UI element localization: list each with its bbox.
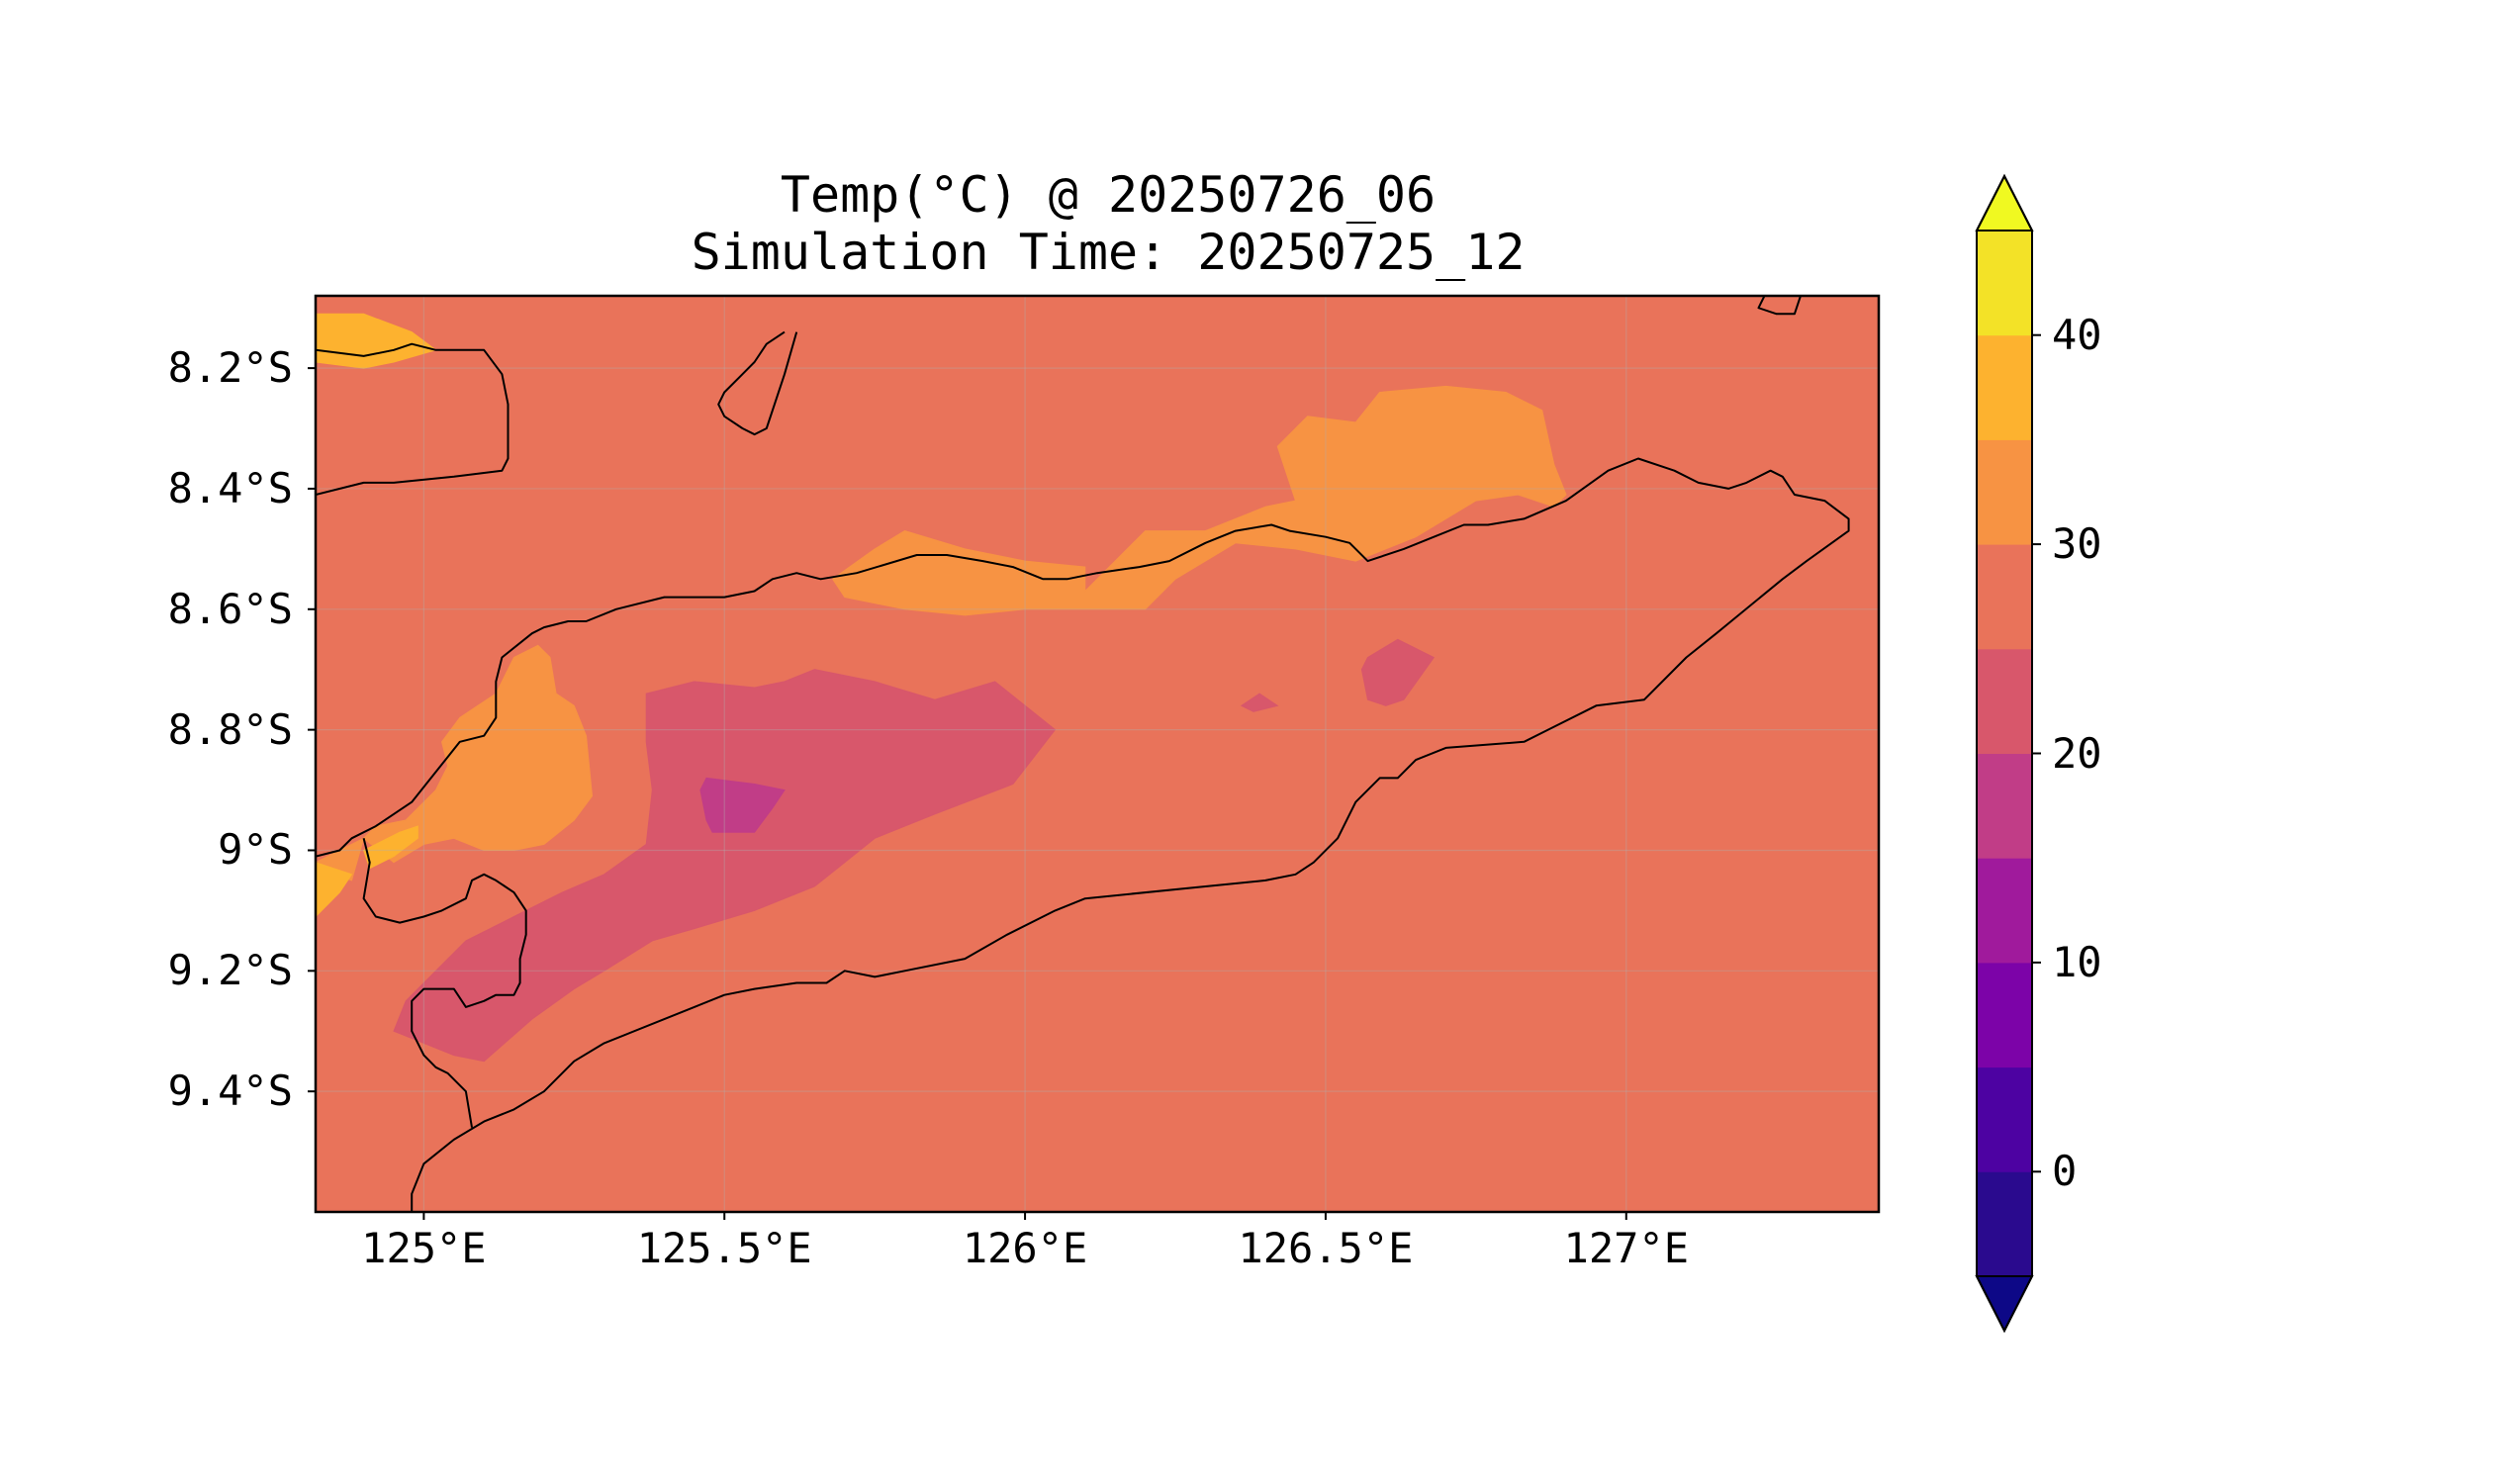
- x-tick-label: 125°E: [361, 1224, 487, 1272]
- temp-region-cool-20-25-small: [1240, 693, 1279, 712]
- oecusse-enclave-coastline: [362, 838, 527, 1128]
- y-tick-label: 8.6°S: [167, 584, 293, 633]
- y-tick-label: 9.2°S: [167, 946, 293, 995]
- map-title-line-2: Simulation Time: 20250725_12: [691, 224, 1526, 281]
- coastlines: [316, 296, 1850, 1212]
- temp-region-cool-15-20-central: [699, 777, 786, 833]
- temp-region-warm-30-35-north-coast: [831, 385, 1567, 616]
- wetar-island-coastline: [316, 342, 510, 496]
- colorbar-over-extension: [1975, 173, 2034, 232]
- colorbar-tick-label: 20: [2052, 728, 2102, 778]
- colorbar-under-extension: [1975, 1275, 2034, 1334]
- y-tick-label: 8.8°S: [167, 704, 293, 754]
- y-axis-ticks: [308, 367, 316, 1093]
- colorbar-outline: [1976, 173, 2033, 1334]
- gridlines: [316, 296, 1879, 1212]
- colorbar-tick-label: 10: [2052, 937, 2102, 986]
- y-tick-label: 8.2°S: [167, 343, 293, 393]
- x-tick-label: 126.5°E: [1238, 1224, 1414, 1272]
- x-tick-label: 126°E: [962, 1224, 1088, 1272]
- y-tick-label: 9°S: [218, 825, 293, 875]
- timor-main-coastline: [316, 457, 1850, 1212]
- colorbar: [1975, 173, 2041, 1334]
- colorbar-bin: [1977, 544, 2032, 650]
- x-tick-label: 125.5°E: [636, 1224, 812, 1272]
- colorbar-bin: [1977, 1067, 2032, 1172]
- y-tick-label: 9.4°S: [167, 1067, 293, 1116]
- map-frame: [314, 294, 1881, 1214]
- y-tick-label: 8.4°S: [167, 463, 293, 512]
- temperature-regions: [316, 313, 1567, 1063]
- colorbar-bin: [1977, 439, 2032, 545]
- x-axis-ticks: [422, 1212, 1627, 1220]
- colorbar-bin: [1977, 648, 2032, 754]
- colorbar-tick-label: 0: [2052, 1147, 2078, 1196]
- temp-region-warm-35-40-southwest: [316, 862, 353, 918]
- colorbar-bin: [1977, 334, 2032, 440]
- temp-region-cool-20-25-east: [1360, 638, 1436, 706]
- colorbar-bin: [1977, 1171, 2032, 1277]
- colorbar-bin: [1977, 962, 2032, 1068]
- temp-region-cool-20-25-central: [393, 669, 1057, 1063]
- x-tick-label: 127°E: [1563, 1224, 1689, 1272]
- map-title-line-1: Temp(°C) @ 20250726_06: [780, 166, 1437, 224]
- temp-region-warm-35-40-west: [362, 825, 418, 870]
- kisar-island-coastline: [1757, 296, 1802, 316]
- colorbar-tick-label: 30: [2052, 519, 2102, 569]
- atauro-island-coastline: [717, 330, 798, 436]
- colorbar-bin: [1977, 231, 2032, 336]
- colorbar-bin: [1977, 858, 2032, 964]
- colorbar-bin: [1977, 753, 2032, 859]
- colorbar-tick-label: 40: [2052, 310, 2102, 359]
